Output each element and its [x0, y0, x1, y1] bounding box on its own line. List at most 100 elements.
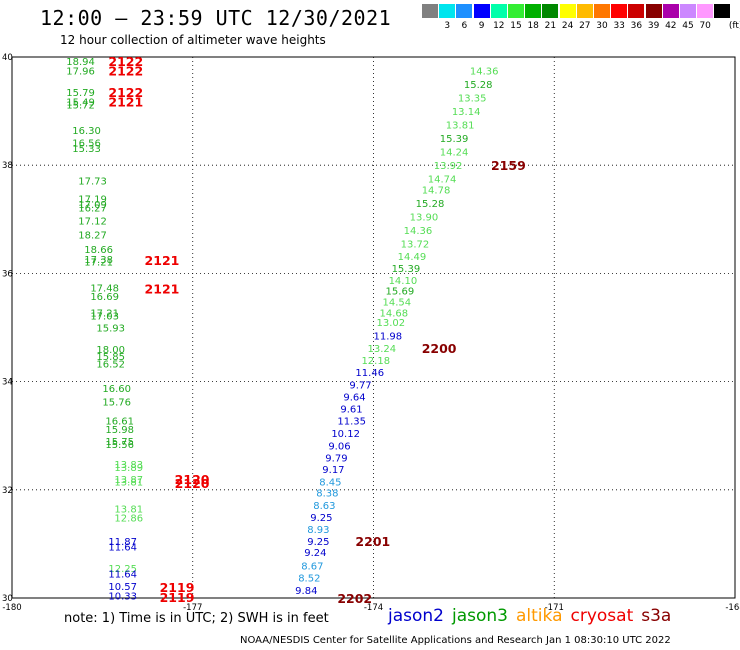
- wave-height-value: 13.72: [401, 240, 430, 251]
- color-swatch: [576, 4, 593, 18]
- pass-time-label: 2122: [108, 54, 143, 69]
- wave-height-value: 17.96: [66, 67, 95, 78]
- color-swatch: [525, 4, 542, 18]
- y-tick-label: 36: [2, 269, 13, 279]
- wave-height-value: 8.52: [298, 573, 320, 584]
- color-swatch-label: 39: [647, 21, 660, 31]
- wave-height-value: 15.56: [105, 440, 134, 451]
- pass-time-label: 2121: [145, 282, 180, 297]
- wave-height-value: 14.10: [389, 276, 418, 287]
- color-swatch-label: 33: [613, 21, 625, 31]
- wave-height-value: 11.64: [108, 570, 137, 581]
- wave-height-value: 15.76: [102, 398, 131, 409]
- wave-height-value: 17.09: [78, 200, 107, 211]
- color-swatch: [559, 4, 576, 18]
- pass-time-label: 2202: [337, 591, 372, 606]
- color-swatch: [542, 4, 559, 18]
- wave-height-value: 15.33: [72, 144, 101, 155]
- wave-height-value: 9.84: [295, 586, 317, 597]
- wave-height-value: 15.49: [66, 97, 95, 108]
- wave-height-value: 9.06: [328, 441, 350, 452]
- x-tick-label: -177: [183, 603, 202, 613]
- wave-height-value: 16.56: [72, 138, 101, 149]
- wave-height-value: 16.27: [78, 203, 107, 214]
- pass-time-label: 2122: [108, 85, 143, 100]
- color-swatch-label: 6: [461, 21, 468, 31]
- wave-height-value: 9.25: [310, 513, 332, 524]
- pass-time-label: 2119: [160, 580, 195, 595]
- color-swatch-label: 9: [478, 21, 485, 31]
- credit-line: NOAA/NESDIS Center for Satellite Applica…: [240, 635, 671, 646]
- wave-height-value: 13.83: [114, 460, 143, 471]
- wave-height-value: 9.24: [304, 548, 326, 559]
- pass-time-label: 2201: [355, 534, 390, 549]
- wave-height-value: 13.02: [377, 318, 406, 329]
- wave-height-value: 8.38: [316, 489, 338, 500]
- color-swatch-label: 36: [630, 21, 643, 31]
- wave-height-value: 14.36: [470, 67, 499, 78]
- color-swatch: [645, 4, 662, 18]
- wave-height-value: 16.30: [72, 126, 101, 137]
- pass-time-label: 2200: [422, 341, 457, 356]
- wave-height-value: 8.67: [301, 562, 323, 573]
- legend-jason3: jason3: [452, 606, 508, 626]
- color-swatch: [697, 4, 714, 18]
- wave-height-value: 10.12: [331, 429, 360, 440]
- pass-time-label: 2120: [175, 472, 210, 487]
- x-tick-label: -171: [545, 603, 564, 613]
- wave-height-value: 17.21: [84, 257, 113, 268]
- wave-height-value: 17.38: [84, 255, 113, 266]
- wave-height-value: 9.17: [322, 465, 344, 476]
- color-swatch: [594, 4, 610, 18]
- wave-height-value: 17.03: [90, 312, 119, 323]
- wave-height-value: 11.64: [108, 543, 137, 554]
- color-swatch-label: 21: [544, 21, 557, 31]
- wave-height-value: 17.21: [90, 308, 119, 319]
- wave-height-value: 15.85: [96, 352, 125, 363]
- wave-height-value: 10.57: [108, 582, 137, 593]
- wave-height-value: 11.46: [355, 368, 384, 379]
- color-swatch: [508, 4, 524, 18]
- y-tick-label: 40: [2, 53, 13, 63]
- wave-height-value: 13.81: [114, 478, 143, 489]
- color-swatch-label: 30: [596, 21, 608, 31]
- wave-height-value: 14.74: [428, 175, 457, 186]
- wave-height-value: 12.86: [114, 513, 143, 524]
- wave-height-value: 13.92: [434, 161, 463, 172]
- x-tick-label: -168: [725, 603, 740, 613]
- wave-height-value: 14.49: [398, 252, 427, 263]
- wave-height-value: 15.39: [392, 264, 421, 275]
- wave-height-value: 18.66: [84, 245, 113, 256]
- wave-height-value: 10.33: [108, 591, 137, 602]
- wave-height-value: 13.81: [114, 505, 143, 516]
- wave-height-value: 14.24: [440, 148, 469, 159]
- wave-height-value: 11.98: [374, 332, 403, 343]
- wave-height-value: 15.79: [66, 88, 95, 99]
- color-swatch: [611, 4, 628, 18]
- legend-altika: altika: [516, 606, 563, 626]
- wave-height-value: 17.48: [90, 283, 119, 294]
- wave-height-value: 17.73: [78, 176, 107, 187]
- wave-height-value: 8.63: [313, 501, 335, 512]
- wave-height-value: 13.35: [458, 94, 487, 105]
- x-tick-label: -174: [364, 603, 383, 613]
- color-swatch: [680, 4, 696, 18]
- wave-height-value: 14.54: [383, 298, 412, 309]
- wave-height-value: 16.60: [102, 384, 131, 395]
- color-scale-unit: (ft): [728, 21, 740, 31]
- map-subtitle: 12 hour collection of altimeter wave hei…: [60, 33, 326, 47]
- wave-height-value: 17.19: [78, 195, 107, 206]
- wave-height-value: 11.87: [108, 537, 137, 548]
- pass-time-label: 2122: [108, 64, 143, 79]
- wave-height-value: 9.64: [343, 393, 365, 404]
- wave-height-value: 13.81: [446, 121, 475, 132]
- wave-height-value: 13.89: [114, 463, 143, 474]
- color-swatch-label: 24: [561, 21, 574, 31]
- color-swatch-label: 3: [444, 21, 451, 31]
- wave-height-value: 12.25: [108, 564, 137, 575]
- color-swatch: [439, 4, 456, 18]
- pass-time-label: 2121: [108, 94, 143, 109]
- wave-height-value: 16.69: [90, 292, 119, 303]
- y-tick-label: 34: [2, 378, 13, 388]
- wave-height-value: 9.25: [307, 537, 329, 548]
